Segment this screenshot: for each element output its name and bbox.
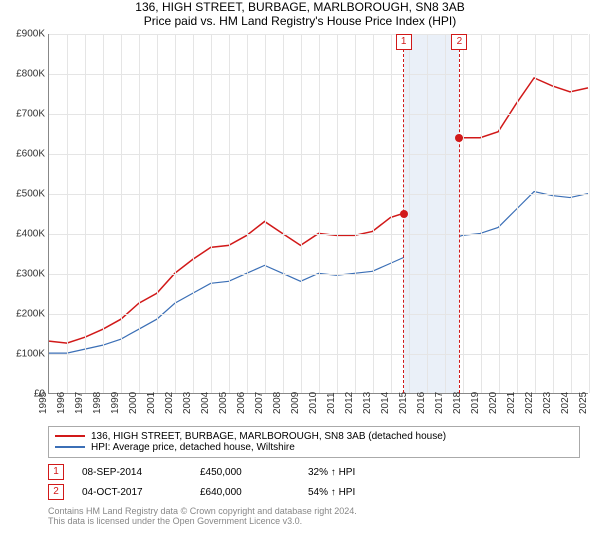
legend-item-2: HPI: Average price, detached house, Wilt…	[55, 442, 573, 453]
x-tick: 1997	[74, 392, 85, 414]
x-tick: 2018	[452, 392, 463, 414]
x-tick: 2019	[470, 392, 481, 414]
x-tick: 2011	[326, 392, 337, 414]
row-price: £640,000	[200, 487, 290, 498]
x-tick: 2000	[128, 392, 139, 414]
x-tick: 2013	[362, 392, 373, 414]
chart-subtitle: Price paid vs. HM Land Registry's House …	[0, 14, 600, 28]
x-tick: 2004	[200, 392, 211, 414]
row-delta: 32% ↑ HPI	[308, 467, 355, 478]
y-tick: £100K	[1, 349, 45, 360]
row-delta: 54% ↑ HPI	[308, 487, 355, 498]
legend-label-2: HPI: Average price, detached house, Wilt…	[91, 442, 295, 453]
legend-item-1: 136, HIGH STREET, BURBAGE, MARLBOROUGH, …	[55, 431, 573, 442]
x-tick: 2006	[236, 392, 247, 414]
x-tick: 2008	[272, 392, 283, 414]
transaction-rows: 1 08-SEP-2014 £450,000 32% ↑ HPI 2 04-OCT-201…	[48, 464, 580, 500]
footer: Contains HM Land Registry data © Crown c…	[48, 506, 580, 526]
row-marker: 1	[48, 464, 64, 480]
x-tick: 2001	[146, 392, 157, 414]
legend-label-1: 136, HIGH STREET, BURBAGE, MARLBOROUGH, …	[91, 431, 446, 442]
x-tick: 2005	[218, 392, 229, 414]
sale-marker-1: 1	[396, 34, 412, 50]
x-tick: 2017	[434, 392, 445, 414]
row-date: 04-OCT-2017	[82, 487, 182, 498]
y-tick: £600K	[1, 149, 45, 160]
x-tick: 1998	[92, 392, 103, 414]
y-tick: £700K	[1, 109, 45, 120]
y-tick: £900K	[1, 29, 45, 40]
x-tick: 2024	[560, 392, 571, 414]
x-tick: 2022	[524, 392, 535, 414]
x-tick: 2014	[380, 392, 391, 414]
footer-line-2: This data is licensed under the Open Gov…	[48, 516, 580, 526]
sale-marker-2: 2	[451, 34, 467, 50]
x-tick: 1996	[56, 392, 67, 414]
transaction-row: 2 04-OCT-2017 £640,000 54% ↑ HPI	[48, 484, 580, 500]
row-price: £450,000	[200, 467, 290, 478]
x-tick: 2010	[308, 392, 319, 414]
transaction-row: 1 08-SEP-2014 £450,000 32% ↑ HPI	[48, 464, 580, 480]
legend: 136, HIGH STREET, BURBAGE, MARLBOROUGH, …	[48, 426, 580, 458]
y-tick: £400K	[1, 229, 45, 240]
row-marker: 2	[48, 484, 64, 500]
y-tick: £800K	[1, 69, 45, 80]
row-date: 08-SEP-2014	[82, 467, 182, 478]
chart-area: £0£100K£200K£300K£400K£500K£600K£700K£80…	[48, 34, 588, 394]
y-tick: £200K	[1, 309, 45, 320]
x-tick: 2016	[416, 392, 427, 414]
footer-line-1: Contains HM Land Registry data © Crown c…	[48, 506, 580, 516]
sale-dot-1	[400, 210, 408, 218]
x-tick: 2020	[488, 392, 499, 414]
chart-title: 136, HIGH STREET, BURBAGE, MARLBOROUGH, …	[0, 0, 600, 14]
x-tick: 2012	[344, 392, 355, 414]
x-tick: 2009	[290, 392, 301, 414]
y-tick: £300K	[1, 269, 45, 280]
x-tick: 2003	[182, 392, 193, 414]
x-tick: 2023	[542, 392, 553, 414]
x-tick: 2025	[578, 392, 589, 414]
x-tick: 2002	[164, 392, 175, 414]
x-tick: 2021	[506, 392, 517, 414]
y-tick: £500K	[1, 189, 45, 200]
x-tick: 1995	[38, 392, 49, 414]
sale-dot-2	[455, 134, 463, 142]
x-tick: 1999	[110, 392, 121, 414]
x-tick: 2007	[254, 392, 265, 414]
x-tick: 2015	[398, 392, 409, 414]
